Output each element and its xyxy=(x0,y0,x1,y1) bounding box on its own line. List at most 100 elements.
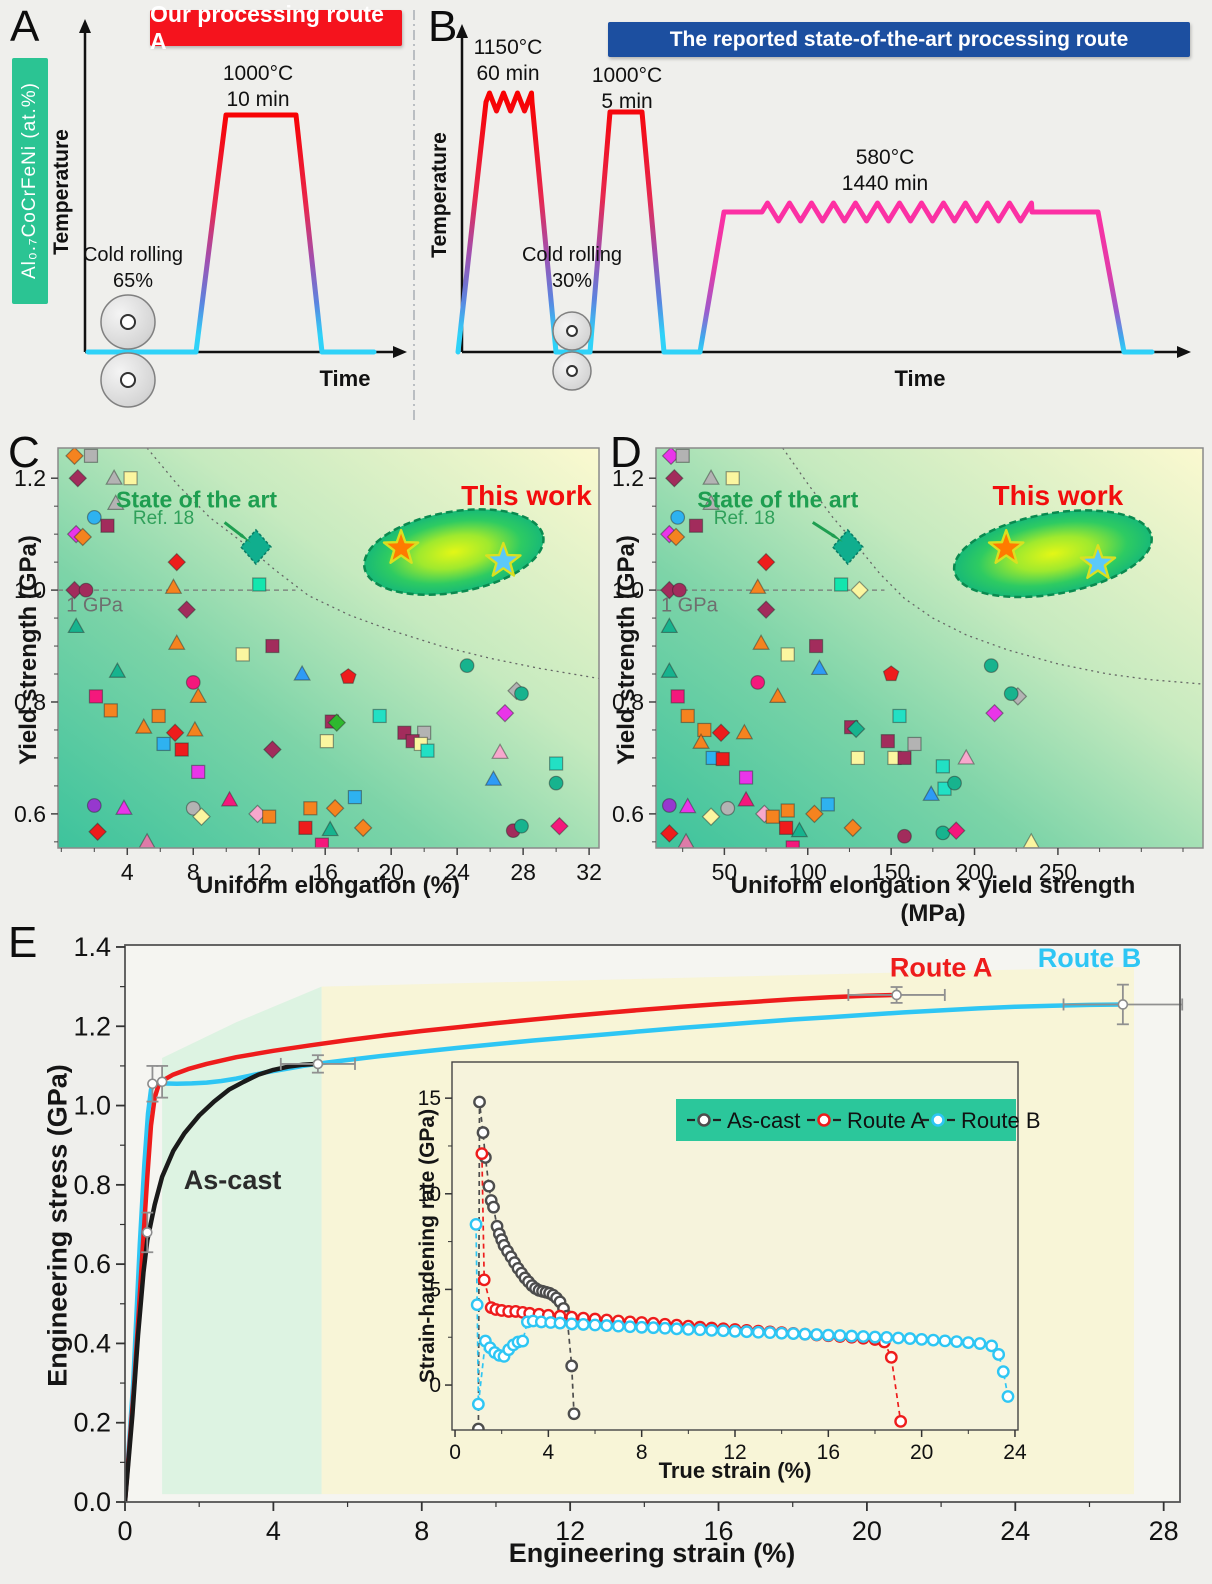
panel-a-roller-top-hub xyxy=(119,313,137,331)
c-x-tick-label: 4 xyxy=(121,859,134,885)
d-x-tick-label: 150 xyxy=(872,859,910,885)
c-point-square xyxy=(191,764,206,780)
inset-route-b-marker xyxy=(868,1330,882,1344)
d-x-tick-label: 250 xyxy=(1039,859,1077,885)
d-tradeoff-curve xyxy=(782,448,1203,685)
c-point-square xyxy=(151,708,166,724)
panel-e-y-axis-label: Engineering stress (GPa) xyxy=(42,1064,73,1387)
inset-route-b-marker xyxy=(821,1328,835,1342)
axis-arrow-up xyxy=(456,24,468,38)
panel-a-cold-rolling-pct: 65% xyxy=(112,270,154,292)
d-x-tick-label: 50 xyxy=(712,859,738,885)
c-point-square xyxy=(103,703,118,718)
e-shading-1 xyxy=(162,986,322,1495)
alloy-composition-label: Al₀.₇CoCrFeNi (at.%) xyxy=(12,58,48,304)
c-point-square xyxy=(235,647,250,662)
panel-b-step3-temp: 580°C xyxy=(855,146,915,169)
panel-b-step1-time: 60 min xyxy=(476,62,540,85)
inset-y-tick-label: 15 xyxy=(418,1087,441,1110)
d-point-circle xyxy=(897,828,912,844)
c-point-diamond xyxy=(495,703,515,723)
d-y-tick-label: 0.6 xyxy=(612,801,644,827)
legend-label-route-b: Route B xyxy=(961,1108,1041,1133)
d-this-work-label: This work xyxy=(993,480,1124,511)
e-x-tick-label: 8 xyxy=(414,1516,429,1546)
d-point-diamond xyxy=(756,600,776,620)
c-highlight-ellipse xyxy=(362,508,545,596)
c-point-square xyxy=(314,837,330,848)
panel-e-letter: E xyxy=(8,918,38,967)
c-point-triangle xyxy=(167,634,186,650)
panel-a-y-axis-label: Temperature xyxy=(50,129,73,255)
inset-route-b-marker xyxy=(516,1334,530,1348)
e-error-marker xyxy=(156,1076,168,1088)
d-point-pentagon xyxy=(882,665,900,682)
c-point-triangle xyxy=(164,578,183,594)
d-point-square xyxy=(778,820,794,835)
d-point-triangle xyxy=(702,494,720,510)
c-1gpa-label: 1 GPa xyxy=(66,594,124,616)
inset-route-b-marker xyxy=(973,1337,987,1350)
e-y-tick-label: 0.0 xyxy=(73,1487,111,1517)
d-point-circle xyxy=(720,800,736,816)
e-y-tick-label: 1.0 xyxy=(73,1091,111,1121)
inset-route-a-marker xyxy=(475,1147,489,1161)
d-point-triangle xyxy=(752,634,770,650)
c-point-square xyxy=(265,638,280,654)
c-point-circle xyxy=(185,800,201,816)
d-point-square xyxy=(850,750,865,766)
c-point-square xyxy=(298,820,313,835)
inset-route-b-marker xyxy=(740,1325,754,1339)
d-point-square xyxy=(670,689,685,704)
c-point-diamond xyxy=(327,713,347,733)
c-point-triangle xyxy=(108,661,127,678)
d-point-square xyxy=(680,708,695,724)
panel-d-x-axis-label: Uniform elongation × yield strength (MPa… xyxy=(730,872,1136,927)
inset-route-a-marker xyxy=(894,1414,908,1428)
inset-route-a-marker xyxy=(477,1273,491,1287)
d-y-tick-label: 1.0 xyxy=(612,577,644,603)
d-point-circle xyxy=(935,825,951,841)
d-point-diamond xyxy=(805,804,824,824)
d-point-square xyxy=(765,809,780,824)
d-state-of-the-art-point xyxy=(831,528,864,566)
c-point-diamond xyxy=(177,600,197,620)
inset-as-cast-marker xyxy=(471,1422,485,1430)
e-label-route-a: Route A xyxy=(890,953,993,983)
panel-b-temperature-profile-2 xyxy=(697,200,1155,355)
d-state-of-the-art-label: State of the art xyxy=(697,486,858,512)
d-point-triangle xyxy=(735,723,754,740)
inset-route-b-marker xyxy=(798,1327,812,1341)
inset-as-cast-marker xyxy=(565,1359,579,1373)
c-point-circle xyxy=(185,675,201,690)
c-plot-inner xyxy=(58,448,599,848)
c-point-triangle xyxy=(115,799,133,815)
c-ref-label: Ref. 18 xyxy=(133,508,194,529)
inset-route-b-marker xyxy=(763,1326,777,1340)
e-y-tick-label: 1.2 xyxy=(73,1011,111,1041)
panel-b-step2-temp: 1000°C xyxy=(591,64,663,87)
axis-arrow-right xyxy=(393,346,407,358)
c-x-tick-label: 28 xyxy=(510,859,536,885)
d-point-diamond xyxy=(843,818,863,838)
inset-route-b-marker xyxy=(833,1329,847,1342)
d-point-triangle xyxy=(660,617,679,634)
inset-route-b-marker xyxy=(880,1331,894,1344)
d-1gpa-label: 1 GPa xyxy=(661,594,719,616)
d-ref-label: Ref. 18 xyxy=(714,508,775,529)
c-x-tick-label: 32 xyxy=(576,859,602,885)
inset-as-cast-marker xyxy=(482,1179,496,1193)
panel-a-cold-rolling-label: Cold rolling xyxy=(82,244,184,266)
e-x-tick-label: 12 xyxy=(555,1516,585,1546)
panel-b-cold-rolling-pct: 30% xyxy=(551,270,593,292)
panel-e-x-axis-label: Engineering strain (%) xyxy=(508,1538,796,1568)
inset-route-b-marker xyxy=(915,1332,929,1346)
d-point-diamond xyxy=(985,703,1004,723)
c-point-diamond xyxy=(325,798,345,818)
inset-route-b-marker xyxy=(658,1321,672,1335)
c-point-square xyxy=(100,518,115,533)
c-point-circle xyxy=(514,686,529,701)
inset-route-b-marker xyxy=(938,1334,952,1348)
